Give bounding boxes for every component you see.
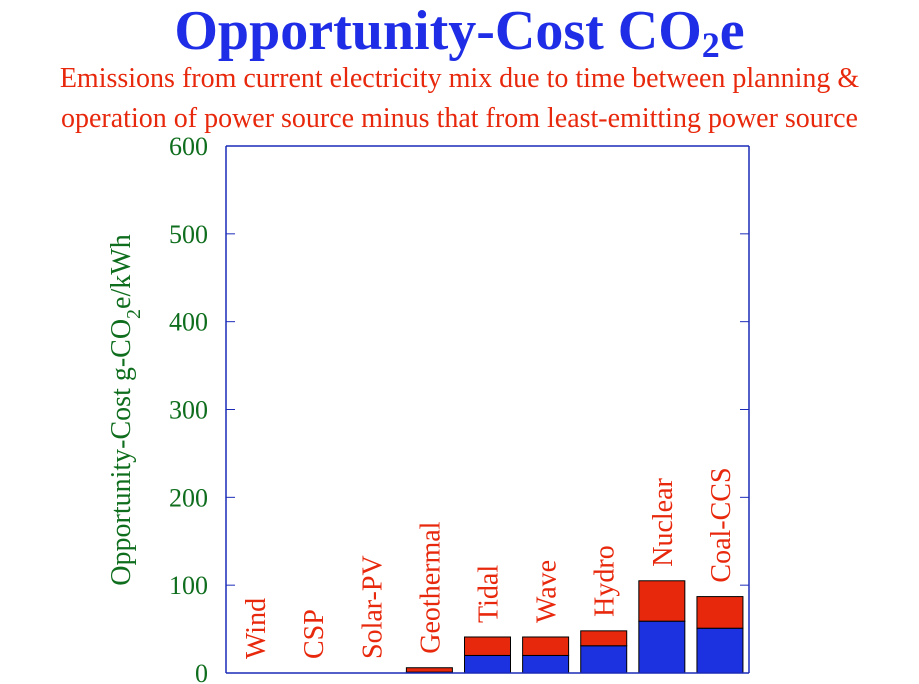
bars [405, 580, 744, 674]
category-label-geothermal: Geothermal [415, 521, 446, 653]
category-label-csp: CSP [299, 609, 330, 659]
y-axis-title-part: e/kWh [106, 234, 137, 309]
category-label-wind: Wind [241, 598, 272, 659]
bar-tidal-high-increment [464, 636, 511, 656]
subtitle-line-2: operation of power source minus that fro… [61, 103, 858, 134]
title-tail: e [719, 0, 745, 62]
category-label-coal-ccs: Coal-CCS [706, 467, 737, 582]
bar-tidal-low [464, 654, 511, 674]
title-main: Opportunity-Cost CO [174, 0, 702, 62]
bar-coal-ccs-low [696, 627, 744, 674]
y-tick-label: 600 [169, 132, 208, 161]
category-label-nuclear: Nuclear [648, 477, 679, 566]
bar-coal-ccs-high-increment [696, 596, 744, 629]
category-label-tidal: Tidal [474, 565, 505, 623]
y-axis-title-subscript: 2 [123, 309, 145, 319]
bar-wave-low [522, 654, 570, 674]
subtitle-line-1: Emissions from current electricity mix d… [59, 63, 860, 94]
y-axis-title: Opportunity-Cost g-CO2e/kWh [106, 234, 145, 585]
category-label-wave: Wave [532, 560, 563, 623]
y-tick-label: 300 [169, 396, 208, 425]
y-axis-ticks: 0 100 200 300 400 500 600 [169, 132, 749, 684]
y-tick-label: 0 [195, 659, 208, 684]
chart-title: Opportunity-Cost CO2e [0, 0, 919, 65]
bar-hydro-low [580, 645, 628, 674]
category-label-hydro: Hydro [590, 545, 621, 617]
y-tick-label: 200 [169, 483, 208, 512]
y-tick-label: 100 [169, 571, 208, 600]
y-axis-label: Opportunity-Cost g-CO2e/kWh [106, 234, 145, 585]
category-label-solar-pv: Solar-PV [357, 555, 388, 659]
y-tick-label: 400 [169, 308, 208, 337]
bar-geothermal-high-increment [405, 667, 453, 673]
plot-frame [225, 145, 750, 674]
bar-hydro-high-increment [580, 630, 628, 647]
y-axis-title-part: Opportunity-Cost g-CO [106, 319, 137, 586]
bar-wave-high-increment [522, 636, 570, 656]
bar-nuclear-high-increment [638, 580, 686, 622]
title-subscript: 2 [701, 25, 720, 65]
bar-nuclear-low [638, 620, 686, 674]
category-labels: Wind CSP Solar-PV Geothermal Tidal Wave Hydro N… [241, 467, 737, 659]
y-tick-label: 500 [169, 220, 208, 249]
